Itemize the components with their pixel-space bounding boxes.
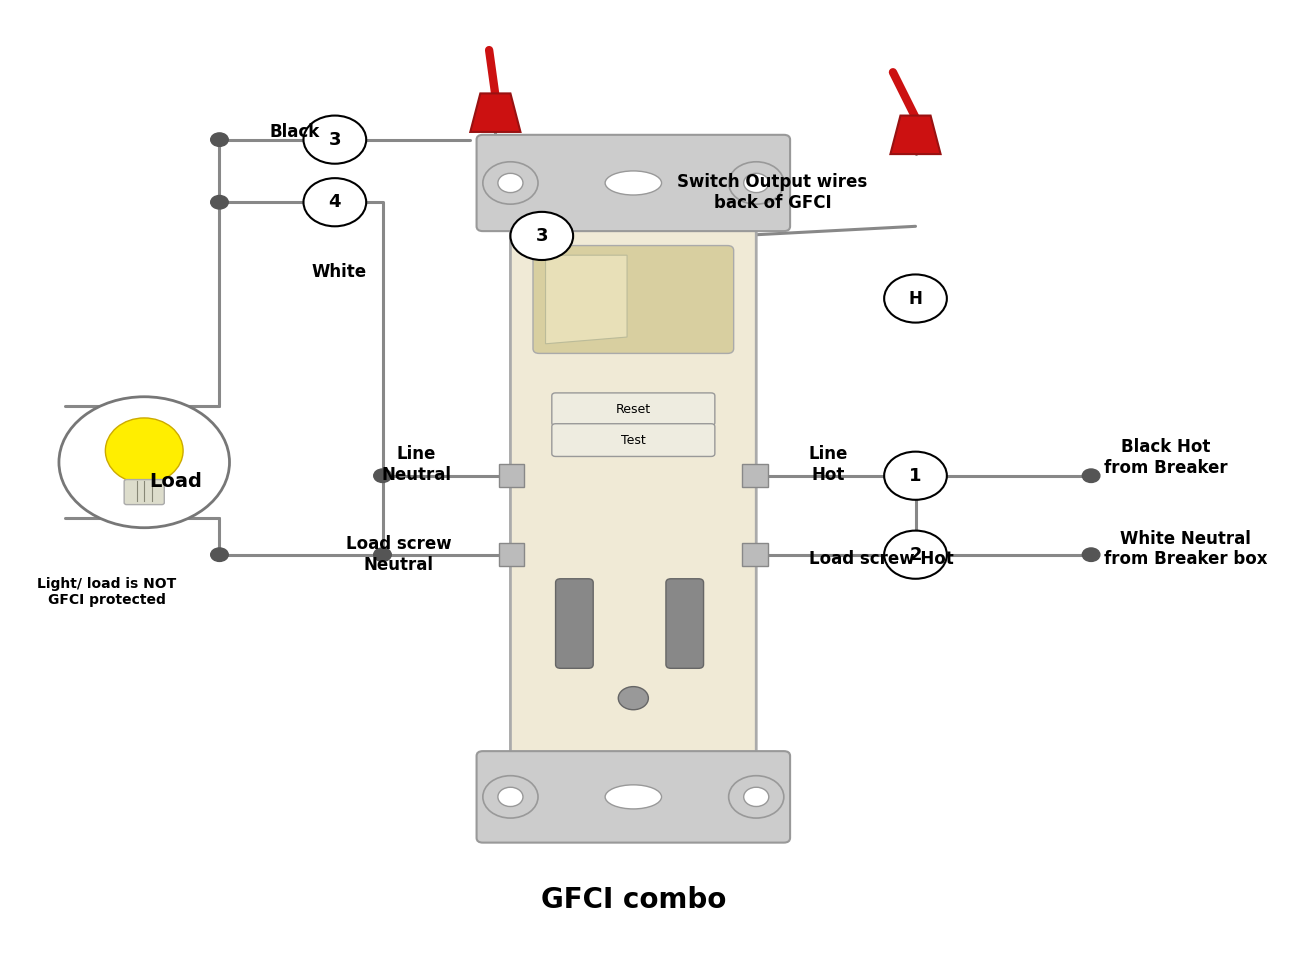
Circle shape bbox=[1082, 469, 1100, 482]
Circle shape bbox=[885, 452, 947, 500]
FancyBboxPatch shape bbox=[499, 464, 524, 487]
Circle shape bbox=[58, 397, 230, 528]
FancyBboxPatch shape bbox=[551, 393, 715, 426]
Circle shape bbox=[210, 195, 228, 209]
Text: Black: Black bbox=[270, 123, 320, 141]
Circle shape bbox=[907, 548, 925, 561]
FancyBboxPatch shape bbox=[742, 464, 768, 487]
Text: Load screw Hot: Load screw Hot bbox=[809, 550, 953, 567]
Circle shape bbox=[907, 469, 925, 482]
FancyBboxPatch shape bbox=[125, 480, 165, 505]
FancyBboxPatch shape bbox=[533, 246, 734, 353]
FancyBboxPatch shape bbox=[551, 424, 715, 456]
Circle shape bbox=[511, 212, 573, 260]
FancyBboxPatch shape bbox=[742, 543, 768, 566]
Text: 3: 3 bbox=[328, 131, 341, 148]
FancyBboxPatch shape bbox=[476, 751, 790, 843]
Circle shape bbox=[743, 173, 769, 193]
Text: 1: 1 bbox=[909, 467, 922, 484]
Circle shape bbox=[303, 116, 366, 164]
Text: Load: Load bbox=[149, 472, 202, 491]
Text: Test: Test bbox=[621, 433, 646, 447]
Text: H: H bbox=[909, 290, 922, 307]
FancyBboxPatch shape bbox=[555, 579, 593, 668]
Circle shape bbox=[482, 776, 538, 819]
Circle shape bbox=[303, 178, 366, 226]
Ellipse shape bbox=[619, 687, 648, 710]
FancyBboxPatch shape bbox=[665, 579, 703, 668]
Text: Reset: Reset bbox=[616, 403, 651, 416]
Text: Black Hot
from Breaker: Black Hot from Breaker bbox=[1104, 438, 1227, 477]
Circle shape bbox=[743, 788, 769, 807]
Circle shape bbox=[210, 548, 228, 561]
Circle shape bbox=[1082, 548, 1100, 561]
Text: 2: 2 bbox=[909, 546, 922, 563]
Ellipse shape bbox=[606, 785, 661, 809]
Text: White Neutral
from Breaker box: White Neutral from Breaker box bbox=[1104, 530, 1267, 568]
Text: Load screw
Neutral: Load screw Neutral bbox=[346, 535, 451, 574]
FancyBboxPatch shape bbox=[499, 543, 524, 566]
Circle shape bbox=[885, 274, 947, 323]
Circle shape bbox=[374, 469, 392, 482]
Ellipse shape bbox=[606, 170, 661, 195]
Polygon shape bbox=[546, 255, 626, 344]
FancyBboxPatch shape bbox=[520, 219, 584, 253]
FancyBboxPatch shape bbox=[511, 219, 756, 764]
Circle shape bbox=[210, 133, 228, 146]
Circle shape bbox=[885, 531, 947, 579]
FancyBboxPatch shape bbox=[684, 219, 746, 253]
Circle shape bbox=[374, 548, 392, 561]
Text: 3: 3 bbox=[536, 227, 549, 245]
Circle shape bbox=[498, 788, 523, 807]
Circle shape bbox=[729, 162, 783, 204]
FancyBboxPatch shape bbox=[476, 135, 790, 231]
Polygon shape bbox=[891, 116, 940, 154]
Circle shape bbox=[729, 776, 783, 819]
Text: GFCI combo: GFCI combo bbox=[541, 886, 726, 915]
Text: 4: 4 bbox=[328, 194, 341, 211]
Circle shape bbox=[498, 173, 523, 193]
Text: White: White bbox=[311, 263, 366, 280]
Text: Light/ load is NOT
GFCI protected: Light/ load is NOT GFCI protected bbox=[38, 577, 176, 608]
Polygon shape bbox=[471, 93, 520, 132]
Text: Line
Hot: Line Hot bbox=[809, 445, 848, 483]
Ellipse shape bbox=[105, 418, 183, 483]
Circle shape bbox=[482, 162, 538, 204]
Circle shape bbox=[323, 195, 341, 209]
Text: Line
Neutral: Line Neutral bbox=[381, 445, 451, 483]
Text: Switch Output wires
back of GFCI: Switch Output wires back of GFCI bbox=[677, 173, 868, 212]
